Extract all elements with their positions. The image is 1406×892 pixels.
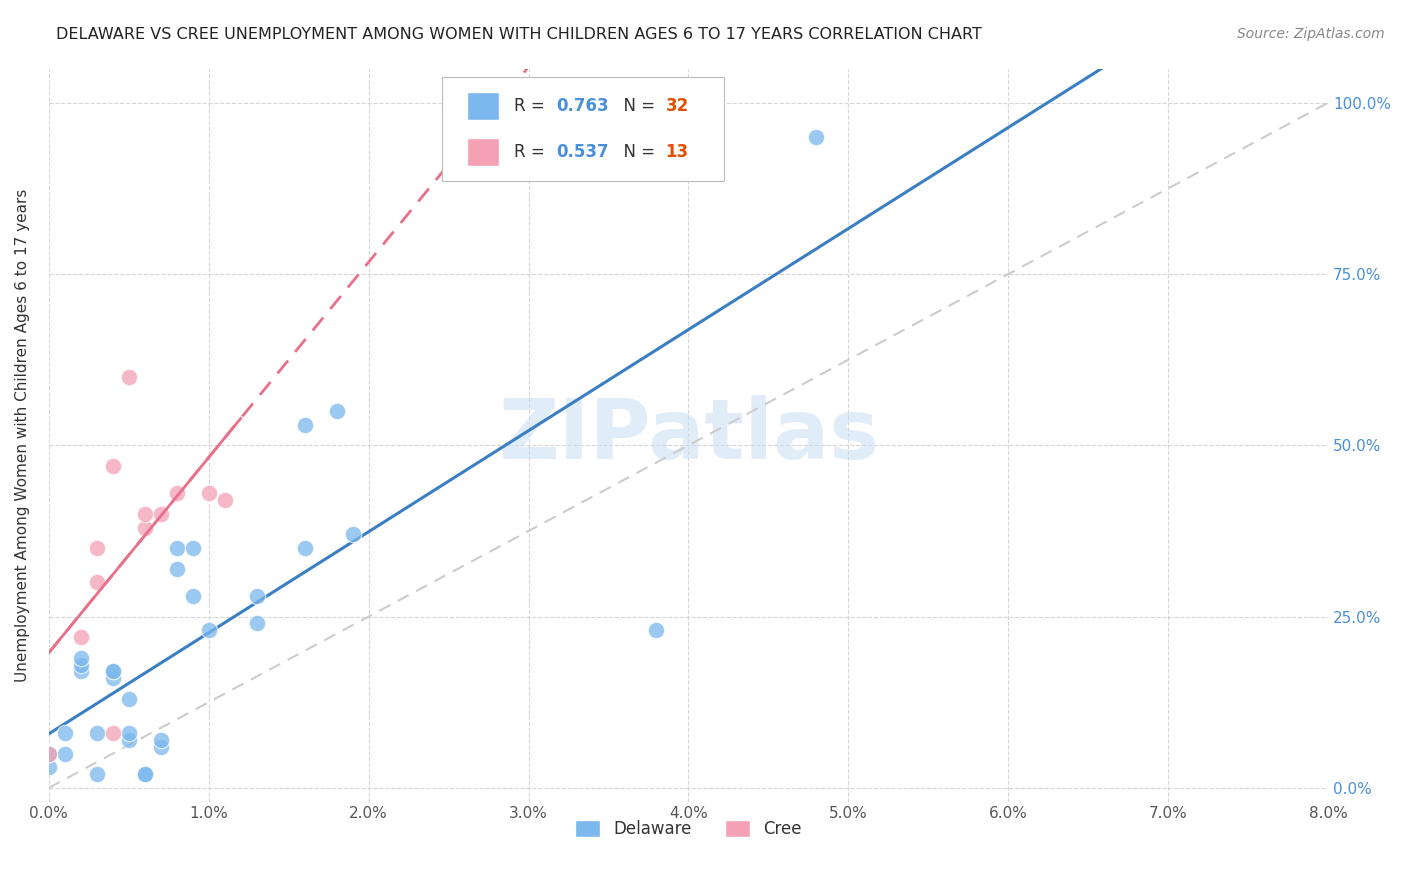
Point: [69, 630, 91, 644]
Point: [118, 369, 141, 384]
Legend: Delaware, Cree: Delaware, Cree: [568, 813, 808, 845]
Text: Source: ZipAtlas.com: Source: ZipAtlas.com: [1237, 27, 1385, 41]
Point: [246, 589, 269, 603]
Point: [134, 520, 156, 534]
Point: [181, 589, 204, 603]
Text: N =: N =: [613, 97, 661, 115]
Point: [166, 541, 188, 555]
Point: [86, 575, 108, 590]
Point: [38, 747, 60, 761]
Point: [101, 458, 124, 473]
Point: [101, 726, 124, 740]
Point: [134, 507, 156, 521]
Point: [214, 493, 236, 508]
Point: [86, 541, 108, 555]
Text: 32: 32: [665, 97, 689, 115]
Text: 13: 13: [665, 143, 689, 161]
FancyBboxPatch shape: [467, 137, 499, 166]
Point: [38, 747, 60, 761]
Point: [149, 733, 172, 747]
Point: [38, 760, 60, 774]
Point: [86, 726, 108, 740]
Y-axis label: Unemployment Among Women with Children Ages 6 to 17 years: Unemployment Among Women with Children A…: [15, 188, 30, 681]
Point: [53, 747, 76, 761]
Point: [101, 665, 124, 679]
Point: [294, 541, 316, 555]
Point: [69, 665, 91, 679]
Point: [86, 767, 108, 781]
Point: [246, 616, 269, 631]
FancyBboxPatch shape: [441, 78, 724, 181]
Point: [806, 130, 828, 145]
Point: [197, 624, 219, 638]
Point: [166, 486, 188, 500]
Point: [325, 404, 347, 418]
Point: [118, 733, 141, 747]
Point: [118, 691, 141, 706]
Point: [69, 657, 91, 672]
Point: [342, 527, 364, 541]
Point: [294, 417, 316, 432]
Point: [134, 767, 156, 781]
FancyBboxPatch shape: [467, 92, 499, 120]
Text: ZIPatlas: ZIPatlas: [498, 394, 879, 475]
Point: [53, 726, 76, 740]
Point: [134, 767, 156, 781]
Point: [101, 671, 124, 685]
Point: [69, 650, 91, 665]
Text: N =: N =: [613, 143, 661, 161]
Text: R =: R =: [515, 97, 550, 115]
Text: 0.763: 0.763: [557, 97, 609, 115]
Point: [166, 561, 188, 575]
Point: [149, 739, 172, 754]
Point: [181, 541, 204, 555]
Point: [149, 507, 172, 521]
Point: [197, 486, 219, 500]
Point: [101, 665, 124, 679]
Point: [118, 726, 141, 740]
Text: 0.537: 0.537: [557, 143, 609, 161]
Point: [645, 624, 668, 638]
Text: DELAWARE VS CREE UNEMPLOYMENT AMONG WOMEN WITH CHILDREN AGES 6 TO 17 YEARS CORRE: DELAWARE VS CREE UNEMPLOYMENT AMONG WOME…: [56, 27, 983, 42]
Text: R =: R =: [515, 143, 550, 161]
